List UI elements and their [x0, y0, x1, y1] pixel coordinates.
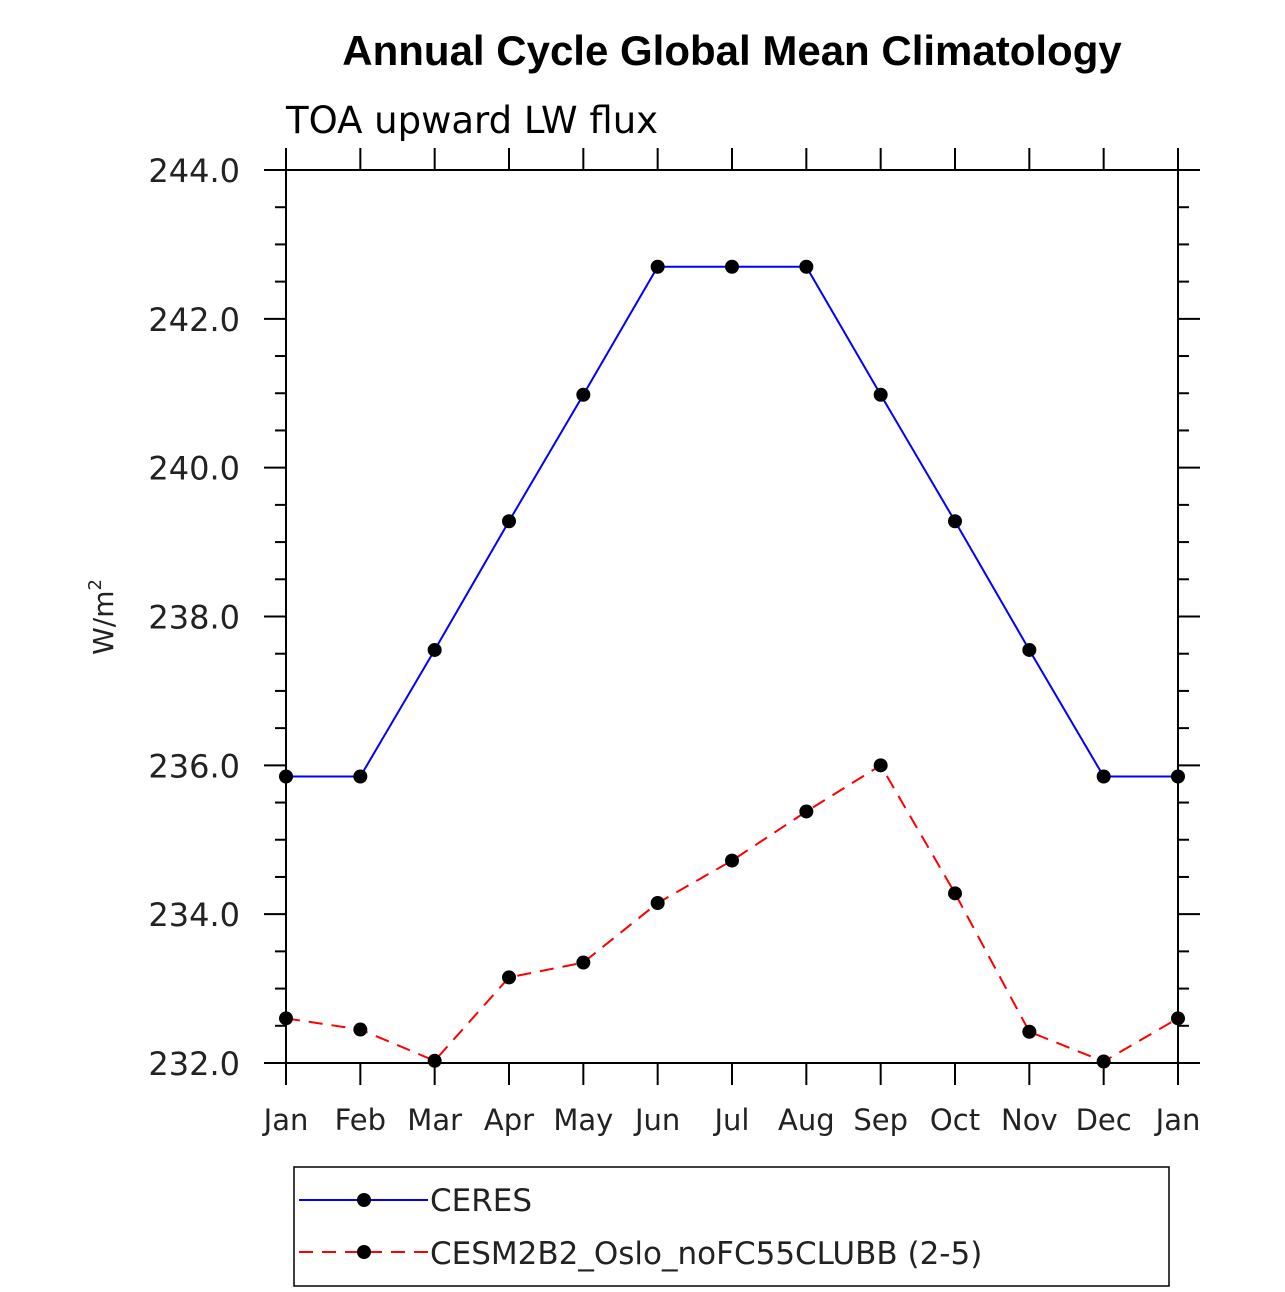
x-tick-label: May — [553, 1103, 613, 1137]
x-tick-label: Dec — [1076, 1103, 1132, 1137]
series-1-point — [353, 1022, 368, 1037]
series-1-point — [279, 1011, 293, 1026]
legend-marker-cesm — [357, 1245, 371, 1259]
y-tick-label: 236.0 — [148, 747, 240, 785]
x-tick-label: Sep — [853, 1103, 908, 1137]
y-tick-labels: 232.0 234.0 236.0 238.0 240.0 242.0 244.0 — [148, 152, 240, 1083]
x-tick-labels: Jan Feb Mar Apr May Jun Jul Aug Sep Oct Nov Dec Jan — [262, 1103, 1201, 1137]
series-0-point — [650, 259, 665, 274]
y-tick-label: 242.0 — [148, 301, 240, 339]
series-0-point — [948, 514, 962, 529]
legend-label-cesm: CESM2B2_Oslo_noFC55CLUBB (2-5) — [430, 1236, 982, 1272]
series-line-1 — [285, 763, 1179, 1063]
x-tick-label: Jan — [1154, 1103, 1201, 1137]
series-1-point — [576, 955, 591, 970]
series-1-point — [873, 758, 888, 773]
x-tick-label: Jun — [633, 1103, 680, 1137]
legend-box — [293, 1166, 1170, 1287]
series-1-point — [1022, 1024, 1037, 1039]
y-axis-label-superscript: 2 — [85, 579, 106, 590]
x-tick-label: Oct — [930, 1103, 980, 1137]
series-layer — [279, 259, 1185, 1069]
series-0-point — [1096, 769, 1111, 784]
series-0-point — [1171, 769, 1185, 784]
series-0-point — [353, 769, 368, 784]
axis-ticks — [264, 148, 1200, 1085]
y-axis-label: W/m2 — [85, 579, 120, 655]
series-0-point — [279, 769, 293, 784]
series-1-point — [799, 804, 814, 819]
y-tick-label: 232.0 — [148, 1045, 240, 1083]
y-tick-label: 244.0 — [148, 152, 240, 190]
svg-text:W/m2: W/m2 — [85, 579, 120, 655]
plot-frame — [285, 169, 1179, 1064]
y-tick-label: 234.0 — [148, 896, 240, 934]
series-0-point — [873, 387, 888, 402]
series-0-point — [1022, 642, 1037, 657]
chart-subtitle: TOA upward LW flux — [285, 99, 658, 142]
x-tick-label: Jan — [262, 1103, 309, 1137]
series-1-point — [948, 886, 962, 901]
series-1-point — [725, 853, 739, 868]
y-axis-label-text: W/m — [87, 591, 120, 655]
series-0-point — [427, 642, 442, 657]
series-0-point — [725, 259, 739, 274]
legend-label-ceres: CERES — [430, 1183, 532, 1219]
x-tick-label: Aug — [778, 1103, 835, 1137]
x-tick-label: Mar — [407, 1103, 462, 1137]
x-tick-label: Apr — [484, 1103, 534, 1137]
series-line-0 — [286, 265, 1178, 778]
series-1-point — [427, 1053, 442, 1068]
series-0-point — [799, 259, 814, 274]
series-1-point — [1171, 1011, 1185, 1026]
series-1-point — [650, 896, 665, 911]
series-0-point — [576, 387, 591, 402]
series-0-point — [502, 514, 516, 529]
x-tick-label: Nov — [1001, 1103, 1058, 1137]
legend: CERES CESM2B2_Oslo_noFC55CLUBB (2-5) — [293, 1166, 1170, 1287]
chart-title: Annual Cycle Global Mean Climatology — [342, 27, 1122, 74]
legend-marker-ceres — [357, 1193, 371, 1207]
x-tick-label: Jul — [713, 1103, 750, 1137]
series-1-point — [1096, 1054, 1111, 1069]
y-tick-label: 238.0 — [148, 599, 240, 637]
y-tick-label: 240.0 — [148, 450, 240, 488]
series-1-point — [502, 970, 516, 985]
x-tick-label: Feb — [335, 1103, 386, 1137]
